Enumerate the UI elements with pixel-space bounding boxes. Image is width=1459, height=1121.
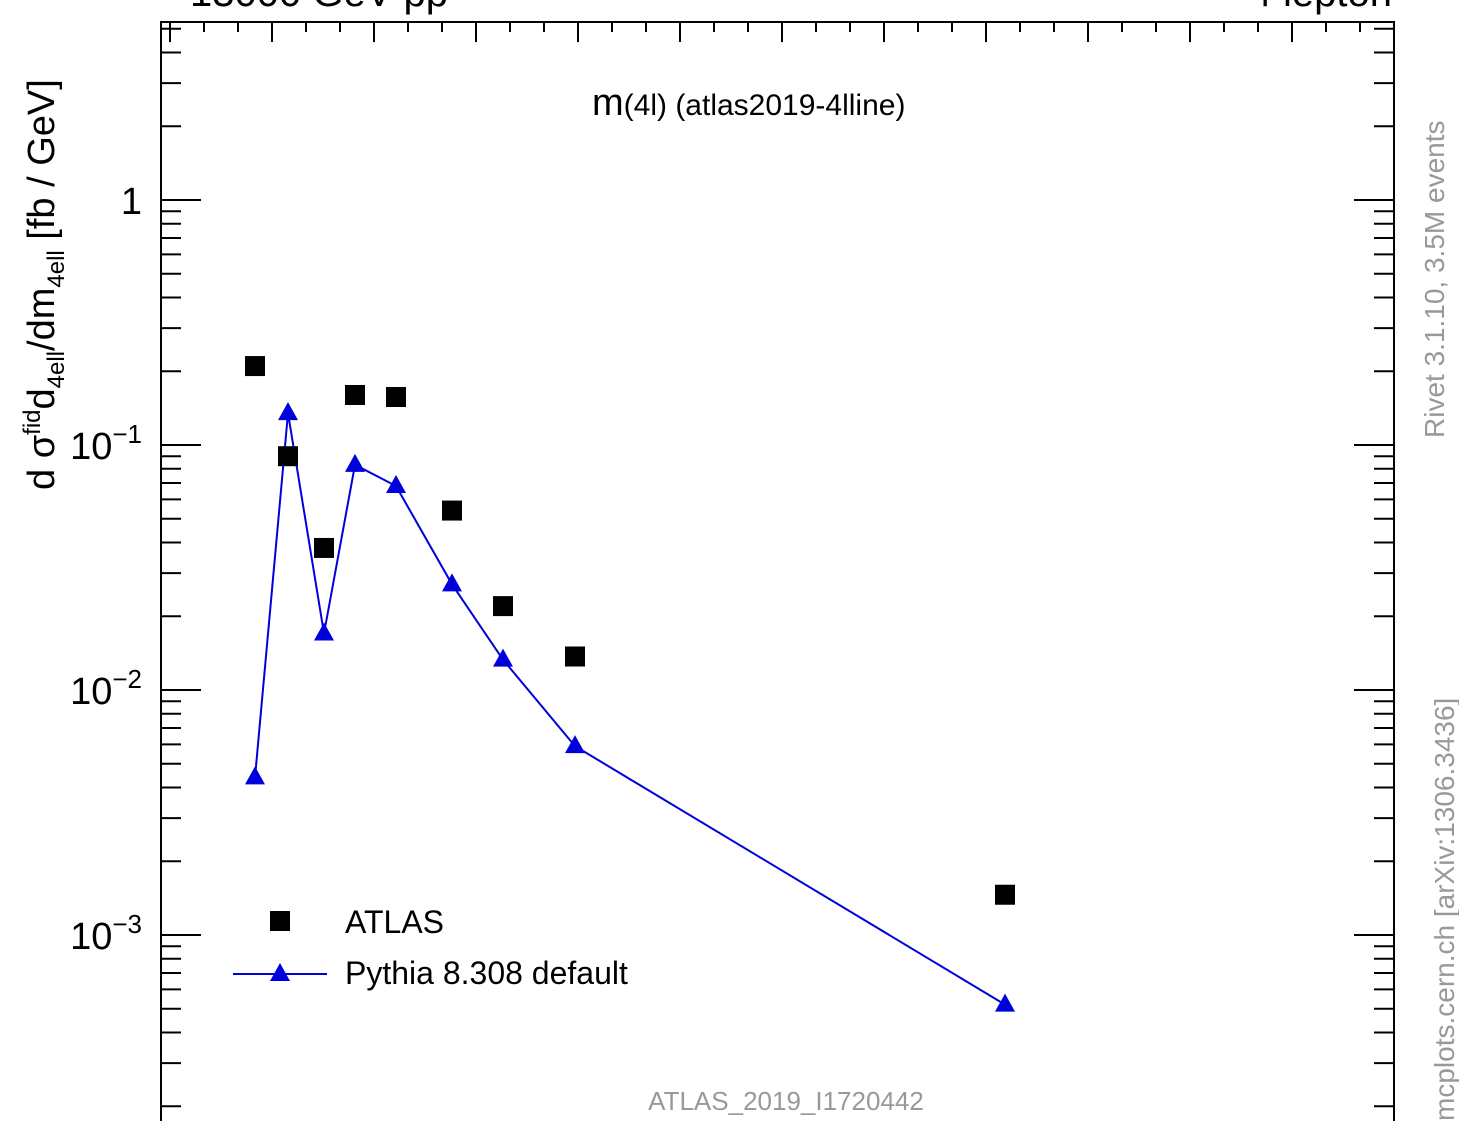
plot-title: m(4l) (atlas2019-4lline) (592, 82, 905, 124)
process-label: 4 lepton (1250, 0, 1392, 15)
pythia-point-1 (278, 402, 298, 421)
pythia-point-5 (442, 573, 462, 592)
mcplots-label: mcplots.cern.ch [arXiv:1306.3436] (1429, 698, 1459, 1121)
legend: ATLAS Pythia 8.308 default (233, 904, 628, 991)
plot-title-main: m (592, 82, 624, 124)
atlas-point-2 (314, 537, 334, 558)
pythia-point-7 (565, 735, 585, 754)
atlas-point-4 (386, 387, 406, 408)
legend-pythia-label: Pythia 8.308 default (345, 955, 628, 991)
energy-label: 13000 GeV pp (190, 0, 448, 15)
ylabel-sup: fid (19, 409, 46, 434)
atlas-point-6 (493, 596, 513, 617)
ylabel-mid2: /dm (21, 288, 63, 351)
atlas-point-8 (995, 884, 1015, 905)
ylabel-sub2: 4ell (43, 250, 70, 287)
ylabel-d: d (21, 458, 63, 490)
ylabel-sigma: σ (21, 435, 63, 458)
legend-pythia-marker (270, 963, 290, 981)
atlas-point-3 (345, 384, 365, 405)
atlas-point-5 (442, 500, 462, 521)
rivet-version-label: Rivet 3.1.10, 3.5M events (1419, 120, 1450, 438)
atlas-point-7 (565, 646, 585, 667)
legend-atlas-label: ATLAS (345, 904, 444, 940)
atlas-point-1 (278, 446, 298, 467)
pythia-point-8 (995, 993, 1015, 1012)
y-tick-label-1: 10−1 (70, 419, 142, 468)
analysis-id-label: ATLAS_2019_I1720442 (648, 1086, 924, 1116)
y-ticks: 1 10−1 10−2 10−3 (70, 27, 1394, 1108)
pythia-point-0 (245, 766, 265, 785)
legend-atlas-marker (270, 911, 290, 931)
plot-frame (160, 21, 1395, 1121)
y-tick-label-0: 1 (121, 181, 142, 223)
pythia-point-4 (386, 475, 406, 494)
y-axis-label: d σfidd4ell/dm4ell [fb / GeV] (19, 79, 70, 490)
x-ticks (169, 22, 1361, 42)
y-tick-label-2: 10−2 (70, 664, 142, 713)
ylabel-end: [fb / GeV] (21, 79, 63, 250)
pythia-point-2 (314, 622, 334, 641)
y-tick-label-3: 10−3 (70, 909, 142, 958)
pythia-point-3 (345, 453, 365, 472)
plot-title-rest: (4l) (atlas2019-4lline) (624, 89, 906, 122)
pythia-point-6 (493, 648, 513, 667)
series-layer (245, 356, 1015, 1012)
ylabel-sub1: 4ell (43, 351, 70, 388)
ylabel-mid1: d (21, 388, 63, 409)
atlas-point-0 (245, 356, 265, 377)
